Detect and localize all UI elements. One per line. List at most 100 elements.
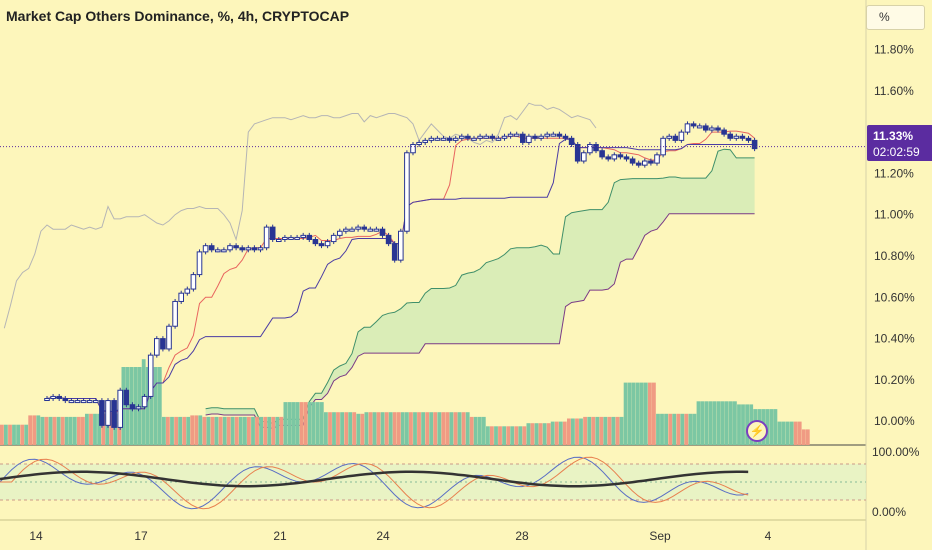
volume-bar [672,413,677,445]
candle-body [599,150,605,158]
volume-bar [287,402,292,445]
volume-bar [32,415,37,445]
candle-body [318,243,325,247]
volume-bar [680,413,685,445]
volume-bar [170,416,174,445]
candle-body [520,133,526,143]
volume-bar [575,418,579,445]
volume-bar [275,416,280,445]
unit-selector[interactable]: % [866,5,925,30]
volume-bar [113,413,118,445]
volume-bar [429,412,434,445]
candle-body [379,228,386,236]
candle-body [550,133,557,137]
candle-body [495,137,502,141]
volume-bar [153,367,158,445]
volume-bar [85,413,89,445]
volume-bar [538,423,543,445]
volume-bar [704,401,709,445]
unit-label: % [879,10,890,24]
volume-bar [255,416,259,445]
volume-bar [380,412,385,445]
candle-body [111,400,117,428]
volume-bar [449,412,454,445]
volume-bar [502,426,506,445]
volume-bar [149,367,154,445]
volume-bar [218,416,223,445]
candle-body [269,226,276,241]
candle-body [208,245,215,251]
candle-body [666,135,673,139]
candle-body [361,226,367,230]
volume-bar [652,382,656,445]
volume-bar [599,416,604,445]
candle-body [489,135,496,139]
volume-bar [182,416,187,445]
volume-bar [186,416,191,445]
volume-bar [72,416,77,445]
lightning-icon[interactable]: ⚡ [746,420,768,442]
lagging-span-line [3,102,597,329]
volume-bar [24,424,29,445]
candle-body [355,226,361,230]
stoch-d-line [0,456,749,510]
volume-bar [708,401,713,445]
last-price-value: 11.33% [873,129,914,143]
volume-bar [421,412,425,445]
candle-body [221,249,227,253]
candle-body [62,398,69,402]
volume-bar [202,416,207,445]
volume-bar [89,413,93,445]
volume-bar [315,402,320,445]
volume-bar [44,416,49,445]
candle-body [629,158,636,164]
volume-bar [247,416,251,445]
candle-body [166,325,172,350]
candle-body [635,162,642,166]
volume-bar [206,416,211,445]
candle-body [154,338,160,356]
volume-bar [372,412,377,445]
candle-body [251,247,258,251]
volume-bar [97,413,101,445]
volume-bar [716,401,721,445]
volume-bar [627,382,632,445]
volume-bar [558,421,563,445]
candle-body [721,129,727,135]
volume-bar [405,412,409,445]
y-tick-label: 10.80% [874,249,915,263]
last-price-tag: 11.33% 02:02:59 [867,125,932,161]
candle-body [123,389,130,406]
candle-body [587,144,593,154]
candle-body [282,236,288,240]
volume-bar [777,421,782,445]
volume-bar [542,423,547,445]
volume-bar [793,421,798,445]
candle-body [593,144,599,152]
candle-body [74,400,81,404]
candle-body [623,156,630,160]
volume-bar [490,426,494,445]
x-tick-label: 24 [376,529,390,543]
volume-bar [461,412,466,445]
volume-bar [400,412,405,445]
candle-body [739,135,746,139]
volume-bar [514,426,519,445]
y-tick-label: 10.20% [874,373,915,387]
volume-bar [234,416,239,445]
volume-bar [336,412,340,445]
y-tick-label: 11.00% [874,208,914,222]
volume-bar [64,416,69,445]
candle-body [654,154,660,164]
volume-bar [676,413,681,445]
candle-body [526,135,532,143]
oscillator-tick-label: 100.00% [872,445,920,459]
candle-body [135,406,142,410]
volume-bar [340,412,344,445]
volume-bar [554,421,559,445]
volume-bar [465,412,470,445]
rsi-line [0,470,749,488]
candle-body [715,127,721,131]
candle-body [306,234,313,240]
